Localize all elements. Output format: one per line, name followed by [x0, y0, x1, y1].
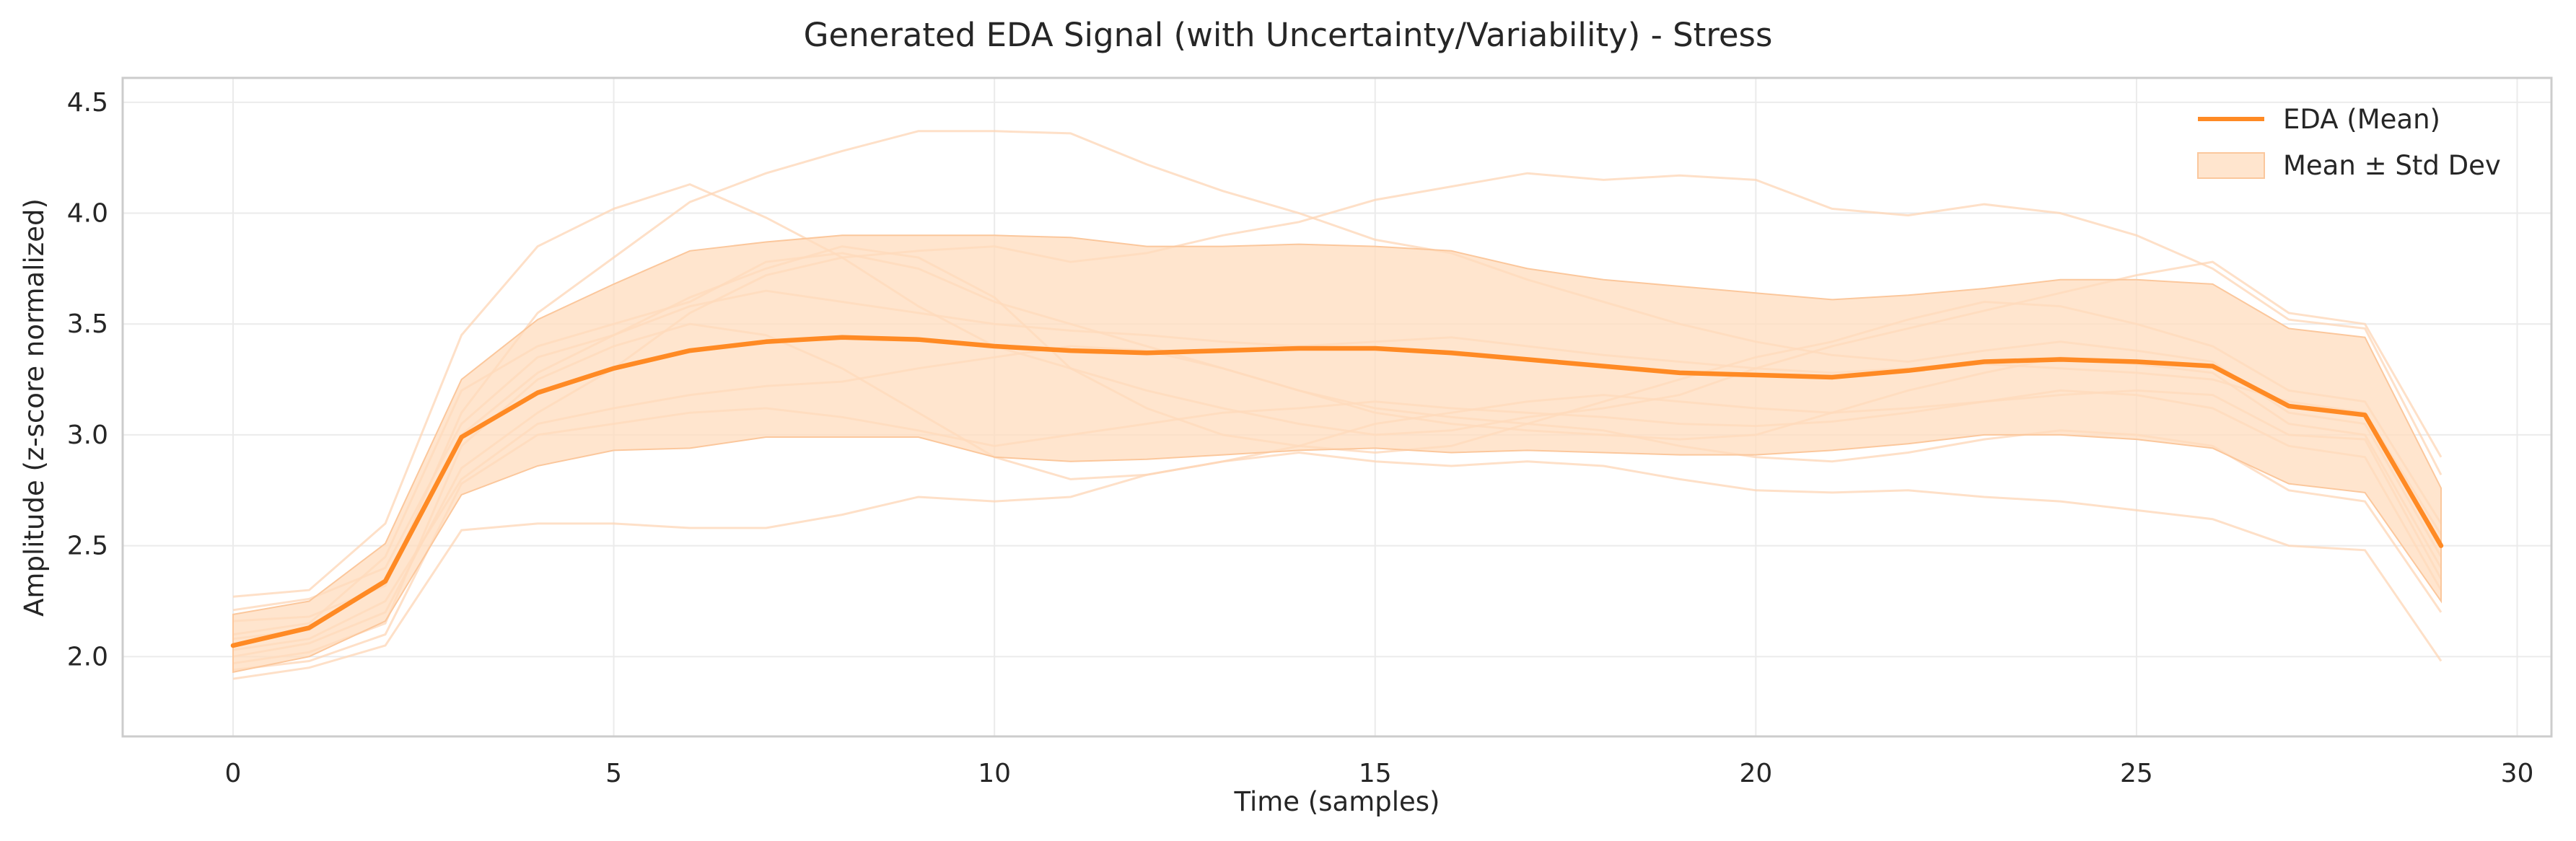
y-tick-label: 4.5 [67, 88, 108, 118]
x-tick-label: 15 [1359, 759, 1392, 788]
y-axis-label: Amplitude (z-score normalized) [19, 198, 50, 617]
x-tick-label: 30 [2501, 759, 2534, 788]
y-tick-label: 3.5 [67, 309, 108, 339]
y-tick-label: 4.0 [67, 199, 108, 229]
mean-line-path [230, 335, 2444, 648]
x-tick-labels: 0 5 10 15 20 25 30 [225, 759, 2534, 788]
std-band [232, 234, 2442, 674]
plot-frame [121, 76, 2553, 738]
std-band-area [232, 234, 2442, 674]
x-tick-label: 25 [2120, 759, 2153, 788]
x-tick-label: 20 [1739, 759, 1772, 788]
legend-mean-label: EDA (Mean) [2283, 104, 2440, 135]
x-tick-label: 5 [605, 759, 622, 788]
legend-band-swatch [2197, 152, 2265, 179]
y-tick-labels: 2.0 2.5 3.0 3.5 4.0 4.5 [67, 88, 108, 672]
x-tick-label: 10 [978, 759, 1011, 788]
x-tick-label: 0 [225, 759, 242, 788]
legend: EDA (Mean) Mean ± Std Dev [2197, 104, 2501, 181]
legend-band-label: Mean ± Std Dev [2283, 150, 2501, 181]
y-tick-label: 3.0 [67, 420, 108, 450]
x-axis-label: Time (samples) [1234, 786, 1440, 817]
y-tick-label: 2.5 [67, 532, 108, 561]
chart-title: Generated EDA Signal (with Uncertainty/V… [804, 16, 1773, 54]
y-tick-label: 2.0 [67, 642, 108, 672]
mean-line [230, 335, 2444, 648]
